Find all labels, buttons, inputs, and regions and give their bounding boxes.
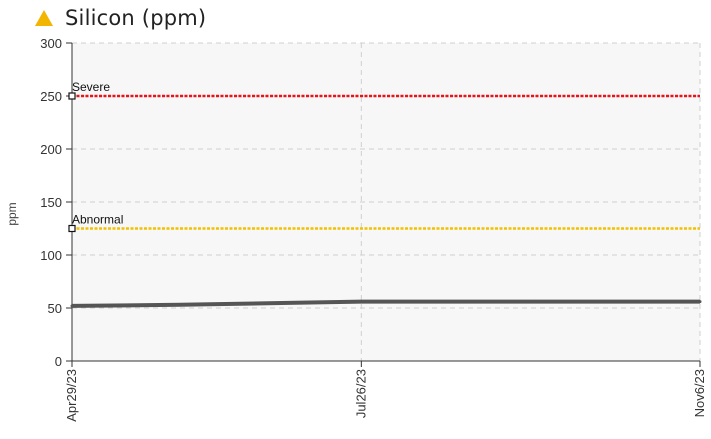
warning-triangle-icon <box>35 10 53 26</box>
x-tick-label: Apr29/23 <box>64 369 79 422</box>
threshold-label-abnormal: Abnormal <box>72 213 123 227</box>
data-point <box>527 300 531 304</box>
y-tick-label: 200 <box>40 142 62 157</box>
x-tick-label: Jul26/23 <box>353 369 368 418</box>
series-line <box>71 299 700 308</box>
y-tick-label: 50 <box>48 301 62 316</box>
y-tick-label: 300 <box>40 36 62 51</box>
threshold-marker-abnormal <box>68 224 76 233</box>
chart-header: Silicon (ppm) <box>33 2 206 34</box>
y-tick-label: 100 <box>40 248 62 263</box>
x-tick-label: Nov6/23 <box>692 369 707 417</box>
data-point <box>179 303 183 307</box>
y-tick-label: 150 <box>40 195 62 210</box>
threshold-marker-severe <box>68 92 76 100</box>
y-axis-label: ppm <box>5 202 19 225</box>
data-point <box>70 304 74 308</box>
data-point <box>359 300 363 304</box>
chart-title: Silicon (ppm) <box>65 6 207 30</box>
data-point <box>698 300 702 304</box>
data-point <box>294 301 298 305</box>
y-tick-label: 250 <box>40 89 62 104</box>
y-tick-label: 0 <box>55 354 62 369</box>
threshold-label-severe: Severe <box>72 80 110 94</box>
